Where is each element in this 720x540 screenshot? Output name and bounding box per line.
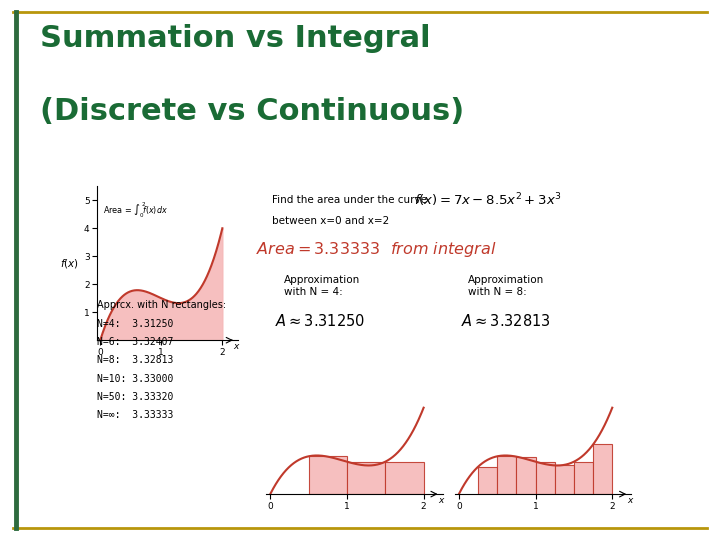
Bar [536, 462, 554, 494]
Y-axis label: $f(x)$: $f(x)$ [60, 256, 79, 270]
Text: Summation vs Integral: Summation vs Integral [40, 24, 431, 53]
Text: N=8:  3.32813: N=8: 3.32813 [97, 355, 174, 366]
Text: $x$: $x$ [627, 496, 634, 505]
Text: N=10: 3.33000: N=10: 3.33000 [97, 374, 174, 384]
Bar [385, 462, 423, 494]
Text: (Discrete vs Continuous): (Discrete vs Continuous) [40, 97, 464, 126]
Text: between x=0 and x=2: between x=0 and x=2 [272, 216, 390, 226]
Bar [574, 462, 593, 494]
Bar [309, 456, 347, 494]
Text: $x$: $x$ [438, 496, 446, 505]
Text: $A \approx 3.32813$: $A \approx 3.32813$ [461, 313, 551, 329]
Text: $x$: $x$ [233, 342, 240, 350]
Text: Approximation
with N = 8:: Approximation with N = 8: [468, 275, 544, 297]
Bar [554, 465, 574, 494]
Bar [593, 444, 612, 494]
Text: $\mathit{Area} = \mathit{3.33333}$  $\mathit{from\ integral}$: $\mathit{Area} = \mathit{3.33333}$ $\mat… [256, 240, 496, 259]
Text: Apprcx. with N rectangles:: Apprcx. with N rectangles: [97, 300, 226, 310]
Text: N=∞:  3.33333: N=∞: 3.33333 [97, 410, 174, 421]
Text: Approximation
with N = 4:: Approximation with N = 4: [284, 275, 361, 297]
Text: N=6:  3.32407: N=6: 3.32407 [97, 337, 174, 347]
Text: Find the area under the curve: Find the area under the curve [272, 195, 427, 206]
Bar [347, 462, 385, 494]
Bar [478, 467, 498, 494]
Bar [516, 457, 536, 494]
Text: $f(x) = 7x - 8.5x^2 + 3x^3$: $f(x) = 7x - 8.5x^2 + 3x^3$ [414, 192, 562, 210]
Text: N=4:  3.31250: N=4: 3.31250 [97, 319, 174, 329]
Bar [498, 456, 516, 494]
Text: Area = $\int_0^{\,2}\!\!f(x)dx$: Area = $\int_0^{\,2}\!\!f(x)dx$ [103, 200, 168, 220]
Text: N=50: 3.33320: N=50: 3.33320 [97, 392, 174, 402]
Text: $A \approx 3.31250$: $A \approx 3.31250$ [275, 313, 365, 329]
